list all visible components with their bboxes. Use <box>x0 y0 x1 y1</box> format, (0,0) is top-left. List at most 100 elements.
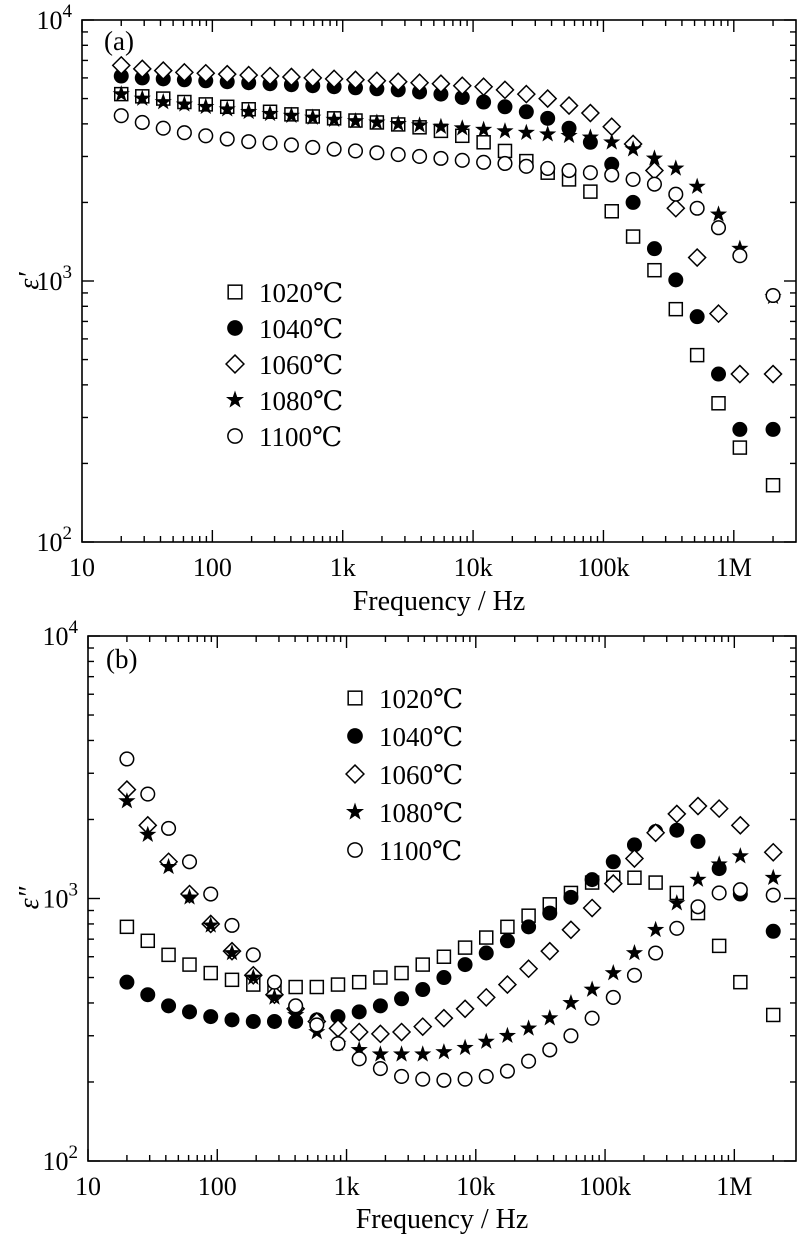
y-tick-exponent: 3 <box>63 262 73 283</box>
data-point <box>690 833 706 849</box>
legend-marker <box>225 390 245 408</box>
data-point <box>388 72 408 92</box>
data-point <box>625 229 641 244</box>
legend-marker <box>227 284 243 300</box>
data-point <box>689 347 705 363</box>
data-point <box>495 80 515 100</box>
data-point <box>624 848 645 869</box>
data-point <box>732 421 748 437</box>
data-point <box>499 933 515 949</box>
data-point <box>519 1019 538 1036</box>
series-1060 <box>111 55 783 384</box>
data-point <box>732 440 748 455</box>
legend-label: 1060℃ <box>379 760 463 790</box>
data-point <box>763 842 783 862</box>
data-point <box>435 1043 453 1060</box>
data-point <box>730 815 750 835</box>
data-point <box>176 125 192 141</box>
data-point <box>309 979 325 995</box>
legend-item: 1100℃ <box>347 836 462 866</box>
data-point <box>182 957 197 972</box>
legend-item: 1060℃ <box>225 350 343 380</box>
data-point <box>113 108 129 124</box>
data-point <box>372 998 388 1014</box>
data-point <box>219 131 235 147</box>
data-point <box>582 898 602 918</box>
y-tick-exponent: 2 <box>69 1142 79 1163</box>
data-point <box>668 301 684 317</box>
data-point <box>583 184 598 199</box>
data-point <box>436 949 452 964</box>
data-point <box>709 205 728 222</box>
y-tick-base: 10 <box>37 6 63 35</box>
data-point <box>224 1012 240 1028</box>
data-point <box>436 1072 452 1088</box>
data-point <box>415 957 430 972</box>
y-axis-title-b: ε″ <box>14 886 45 909</box>
x-tick-label: 100 <box>198 1172 237 1201</box>
data-point <box>732 882 748 898</box>
data-point <box>182 1004 198 1020</box>
data-point <box>711 885 727 901</box>
data-point <box>604 964 622 981</box>
data-point <box>646 823 666 843</box>
data-point <box>625 171 641 187</box>
data-point <box>644 160 665 181</box>
data-point <box>111 55 131 75</box>
data-point <box>765 887 781 903</box>
data-point <box>217 64 237 84</box>
data-point <box>474 77 494 97</box>
data-points-b <box>117 751 783 1088</box>
data-point <box>414 1045 432 1062</box>
data-point <box>689 309 705 325</box>
data-point <box>413 1017 433 1037</box>
data-point <box>372 1061 388 1077</box>
data-point <box>457 957 473 973</box>
data-point <box>647 262 662 278</box>
data-point <box>132 59 152 79</box>
data-point <box>562 993 580 1011</box>
data-point <box>646 176 662 192</box>
legend-marker <box>347 728 363 744</box>
data-point <box>765 1007 781 1023</box>
data-point <box>561 162 577 179</box>
data-point <box>539 125 557 142</box>
data-point <box>394 991 410 1007</box>
data-point <box>351 974 367 990</box>
legend-marker <box>347 690 363 706</box>
data-point <box>583 980 601 997</box>
data-point <box>688 177 706 194</box>
data-point <box>627 870 642 885</box>
data-point <box>711 396 726 411</box>
data-point <box>604 167 620 183</box>
series-1020 <box>119 870 781 1023</box>
data-point <box>521 1053 537 1069</box>
data-point <box>203 965 218 981</box>
panel-label-a: (a) <box>104 26 134 56</box>
data-point <box>476 135 491 150</box>
data-point <box>563 889 579 905</box>
legend-item: 1040℃ <box>227 314 343 344</box>
data-point <box>667 804 687 824</box>
data-point <box>410 73 430 93</box>
data-point <box>266 974 283 990</box>
data-point <box>688 796 708 816</box>
data-point <box>518 104 534 120</box>
data-point <box>498 1026 517 1044</box>
legend-marker <box>345 764 365 784</box>
data-point <box>119 919 135 935</box>
data-point <box>521 919 537 935</box>
data-point <box>518 158 534 174</box>
series-1100 <box>113 108 781 304</box>
data-point <box>763 364 783 384</box>
legend-marker <box>227 320 243 336</box>
data-point <box>224 917 240 933</box>
data-point <box>431 74 451 94</box>
x-tick-label: 10 <box>69 553 95 582</box>
x-tick-label: 1M <box>716 553 752 582</box>
data-point <box>732 248 748 264</box>
data-point <box>203 1009 219 1025</box>
data-point <box>119 974 135 990</box>
data-point <box>602 117 622 137</box>
